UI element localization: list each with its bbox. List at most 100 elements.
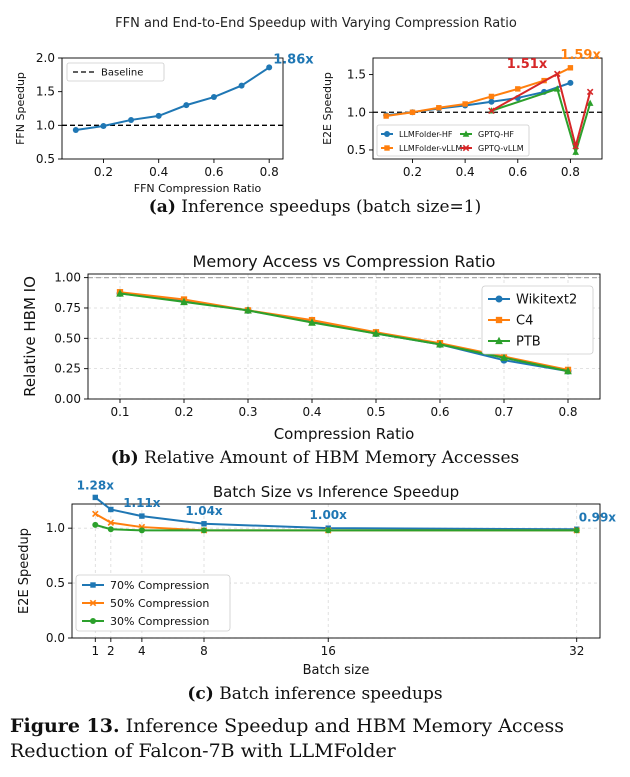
y-tick-label: 0.5 bbox=[46, 576, 65, 590]
data-label: 1.04x bbox=[185, 504, 223, 518]
data-point bbox=[92, 510, 99, 518]
chart-ffn: 0.2 0.4 0.6 0.8 0.5 1.0 1.5 2.0 FFN Compression … bbox=[14, 51, 314, 195]
subcaption-b-label: (b) bbox=[110, 448, 139, 468]
legend: Baseline bbox=[66, 62, 165, 82]
x-tick-label: 0.4 bbox=[302, 405, 321, 419]
legend: Wikitext2 C4 PTB bbox=[481, 285, 594, 355]
data-point bbox=[564, 366, 572, 375]
y-tick-label: 1.5 bbox=[347, 68, 366, 82]
data-point bbox=[108, 506, 114, 513]
data-point bbox=[488, 98, 495, 105]
y-tick-label: 0.50 bbox=[54, 331, 81, 345]
chart-e2e: 0.2 0.4 0.6 0.8 0.5 1.0 1.5 E2E Speedup 1.51x 1.5… bbox=[321, 48, 603, 179]
legend-marker bbox=[462, 144, 470, 152]
data-point bbox=[107, 519, 115, 526]
legend-marker bbox=[89, 599, 97, 607]
y-tick-label: 0.5 bbox=[36, 152, 55, 166]
y-tick-label: 1.5 bbox=[36, 85, 55, 99]
legend-box bbox=[481, 285, 594, 355]
legend-label: GPTQ-HF bbox=[478, 130, 514, 139]
legend-label: Wikitext2 bbox=[516, 293, 577, 308]
y-axis-label: E2E Speedup bbox=[17, 528, 32, 614]
data-point bbox=[553, 85, 561, 92]
legend-marker bbox=[384, 145, 390, 151]
y-tick-label: 0.5 bbox=[347, 143, 366, 157]
data-point bbox=[244, 306, 252, 314]
x-axis-label: FFN Compression Ratio bbox=[134, 182, 262, 195]
legend-label: GPTQ-vLLM bbox=[478, 144, 524, 153]
data-point bbox=[500, 353, 508, 361]
legend-label: 30% Compression bbox=[110, 615, 209, 628]
y-tick-label: 1.0 bbox=[36, 118, 55, 132]
data-point bbox=[138, 527, 145, 534]
legend-box bbox=[75, 574, 231, 632]
data-point bbox=[515, 86, 521, 92]
series-line bbox=[119, 292, 569, 373]
subcaption-b-text: Relative Amount of HBM Memory Accesses bbox=[144, 448, 520, 468]
data-point bbox=[567, 65, 574, 71]
data-label: 1.59x bbox=[560, 48, 601, 63]
legend: 70% Compression 50% Compression 30% Compre… bbox=[75, 574, 231, 632]
data-point bbox=[462, 101, 468, 107]
plot-frame bbox=[61, 57, 284, 160]
legend-marker bbox=[90, 582, 96, 588]
plot-frame bbox=[372, 57, 603, 160]
series-line bbox=[491, 87, 592, 156]
subcaption-b: (b) Relative Amount of HBM Memory Access… bbox=[0, 448, 630, 468]
data-point bbox=[567, 79, 574, 86]
x-tick-label: 0.6 bbox=[508, 165, 527, 179]
legend-label: 70% Compression bbox=[110, 579, 209, 592]
data-point bbox=[72, 127, 79, 134]
subcaption-a-label: (a) bbox=[148, 197, 176, 217]
data-point bbox=[238, 82, 245, 89]
legend-marker bbox=[495, 316, 503, 324]
data-point bbox=[488, 107, 495, 115]
y-axis-label: Relative HBM IO bbox=[21, 276, 39, 397]
x-tick-label: 8 bbox=[200, 644, 208, 658]
data-point bbox=[436, 105, 442, 111]
legend-label: 50% Compression bbox=[110, 597, 209, 610]
x-tick-label: 0.4 bbox=[456, 165, 475, 179]
legend-marker bbox=[462, 130, 470, 137]
legend-label: PTB bbox=[516, 335, 541, 350]
data-point bbox=[210, 94, 217, 101]
figure-caption: Figure 13. Inference Speedup and HBM Mem… bbox=[10, 714, 625, 764]
series-line bbox=[75, 66, 270, 132]
data-label: 0.99x bbox=[579, 510, 617, 524]
y-tick-label: 0.0 bbox=[46, 631, 65, 645]
data-point bbox=[128, 116, 135, 123]
data-point bbox=[436, 340, 444, 348]
figure-caption-text: Inference Speedup and HBM Memory Access … bbox=[10, 715, 564, 762]
legend-label: LLMFolder-vLLM bbox=[399, 144, 462, 153]
x-tick-label: 0.8 bbox=[561, 165, 580, 179]
panel-a-title: FFN and End-to-End Speedup with Varying … bbox=[115, 16, 517, 31]
x-tick-label: 0.8 bbox=[558, 405, 577, 419]
data-label: 1.28x bbox=[77, 478, 115, 492]
data-label: 1.11x bbox=[123, 496, 161, 510]
data-point bbox=[183, 102, 190, 109]
legend-label: C4 bbox=[516, 314, 533, 329]
y-axis-label: E2E Speedup bbox=[321, 72, 334, 145]
data-label: 1.00x bbox=[310, 508, 348, 522]
x-axis-label: Compression Ratio bbox=[274, 425, 415, 443]
y-tick-label: 0.00 bbox=[54, 392, 81, 406]
legend-marker bbox=[384, 131, 390, 137]
legend-marker bbox=[495, 295, 503, 303]
x-tick-label: 0.4 bbox=[149, 165, 168, 179]
data-point bbox=[372, 329, 380, 337]
plot-frame bbox=[87, 273, 601, 400]
data-point bbox=[116, 289, 124, 297]
y-tick-label: 0.75 bbox=[54, 301, 81, 315]
data-point bbox=[572, 142, 579, 150]
x-tick-label: 0.3 bbox=[238, 405, 257, 419]
data-point bbox=[573, 527, 580, 534]
subcaption-c: (c) Batch inference speedups bbox=[0, 684, 630, 704]
data-point bbox=[409, 109, 416, 115]
x-tick-label: 32 bbox=[569, 644, 584, 658]
subcaption-c-text: Batch inference speedups bbox=[219, 684, 443, 704]
plot-frame bbox=[71, 503, 601, 639]
legend: LLMFolder-HF LLMFolder-vLLM GPTQ-HF GPTQ-vL… bbox=[376, 124, 530, 157]
data-point bbox=[586, 88, 594, 96]
x-tick-label: 0.2 bbox=[94, 165, 113, 179]
